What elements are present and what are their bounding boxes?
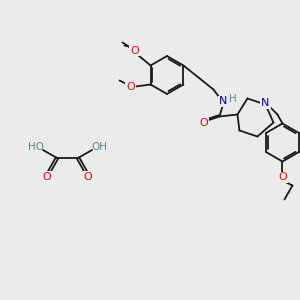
Text: O: O — [126, 82, 135, 92]
Text: O: O — [278, 172, 287, 182]
Text: O: O — [199, 118, 208, 128]
Text: N: N — [261, 98, 270, 109]
Text: H: H — [230, 94, 237, 103]
Text: O: O — [84, 172, 92, 182]
Text: OH: OH — [91, 142, 107, 152]
Text: O: O — [43, 172, 51, 182]
Text: O: O — [130, 46, 139, 56]
Text: N: N — [219, 97, 228, 106]
Text: HO: HO — [28, 142, 44, 152]
